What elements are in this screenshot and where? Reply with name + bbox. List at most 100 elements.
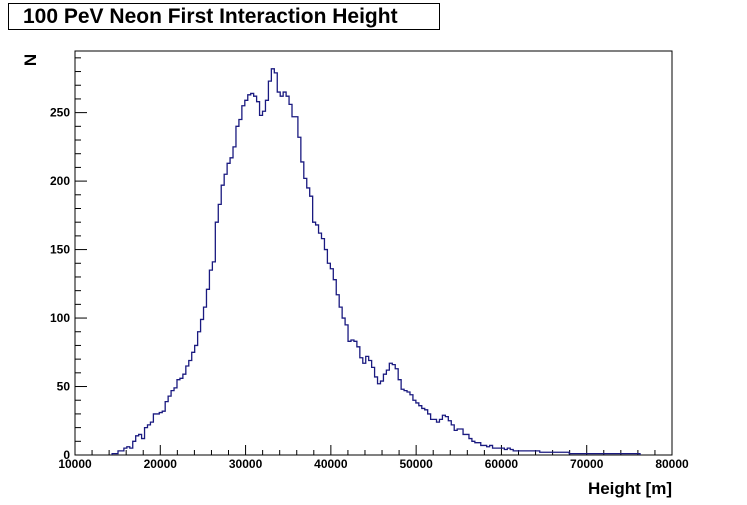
histogram-bin	[310, 196, 313, 455]
histogram-bin	[248, 95, 251, 455]
histogram-bin	[283, 92, 286, 455]
histogram-bin	[398, 380, 401, 455]
histogram-bin	[289, 104, 292, 455]
histogram-bin	[150, 422, 153, 455]
histogram-bin	[263, 111, 266, 455]
y-tick-label: 250	[50, 106, 70, 120]
histogram-bin	[475, 443, 478, 455]
histogram-bin	[307, 188, 310, 455]
histogram-bin	[195, 345, 198, 455]
histogram-bin	[366, 356, 369, 455]
histogram-bin	[395, 369, 398, 455]
histogram-bin	[348, 341, 351, 455]
histogram-bin	[227, 163, 230, 455]
x-tick-label: 50000	[399, 457, 433, 471]
histogram-bin	[177, 380, 180, 455]
histogram-bin	[375, 377, 378, 455]
axis-ticks: 10000 20000 30000 40000 50000 60000 70000 80000…	[50, 57, 689, 471]
histogram-bin	[380, 381, 383, 455]
histogram-bin	[369, 361, 372, 455]
x-tick-label: 40000	[314, 457, 348, 471]
histogram-bin	[268, 81, 271, 455]
histogram-bin	[339, 307, 342, 455]
y-tick-label: 0	[63, 448, 70, 462]
histogram-bin	[425, 410, 428, 455]
histogram-bin	[419, 406, 422, 455]
histogram-bin	[448, 421, 451, 455]
histogram-bin	[336, 295, 339, 455]
histogram-bin	[372, 367, 375, 455]
histogram-bin	[472, 441, 475, 455]
histogram-bin	[354, 341, 357, 455]
x-tick-label: 30000	[229, 457, 263, 471]
histogram-bin	[324, 250, 327, 455]
histogram-bin	[493, 448, 496, 455]
histogram-bin	[316, 225, 319, 455]
histogram-bin	[292, 117, 295, 455]
histogram-bin	[236, 126, 239, 455]
histogram-bin	[271, 69, 274, 455]
histogram-bin	[407, 392, 410, 455]
histogram-bin	[201, 319, 204, 455]
histogram-bin	[192, 352, 195, 455]
histogram-bin	[301, 162, 304, 455]
histogram-bin	[186, 366, 189, 455]
histogram-bin	[286, 96, 289, 455]
histogram-bin	[295, 117, 298, 455]
histogram-bin	[171, 391, 174, 455]
histogram-bin	[313, 222, 316, 455]
histogram-bin	[265, 100, 268, 455]
histogram-bin	[392, 365, 395, 455]
y-tick-label: 200	[50, 174, 70, 188]
histogram-bin	[206, 289, 209, 455]
histogram-bin	[437, 422, 440, 455]
histogram-bin	[239, 119, 242, 455]
histogram-bin	[327, 263, 330, 455]
histogram-bin	[386, 370, 389, 455]
histogram-bin	[383, 374, 386, 455]
histogram-bins	[112, 69, 640, 455]
histogram-bin	[280, 96, 283, 455]
x-tick-label: 80000	[655, 457, 689, 471]
histogram-bin	[404, 391, 407, 455]
histogram-bin	[130, 448, 133, 455]
histogram-bin	[254, 96, 257, 455]
histogram-bin	[180, 378, 183, 455]
histogram-bin	[360, 358, 363, 455]
x-tick-label: 70000	[570, 457, 604, 471]
y-tick-label: 50	[57, 380, 71, 394]
x-tick-label: 20000	[144, 457, 178, 471]
histogram-bin	[189, 361, 192, 455]
x-tick-label: 10000	[58, 457, 92, 471]
histogram-bin	[156, 414, 159, 455]
histogram-bin	[434, 419, 437, 455]
histogram-bin	[230, 158, 233, 455]
histogram-bin	[496, 448, 499, 455]
histogram-bin	[442, 415, 445, 455]
histogram-bin	[319, 233, 322, 455]
histogram-bin	[454, 430, 457, 455]
histogram-bin	[233, 147, 236, 455]
histogram-bin	[463, 434, 466, 455]
histogram-bin	[212, 262, 215, 455]
histogram-bin	[162, 411, 165, 455]
histogram-bin	[257, 102, 260, 455]
histogram-bin	[401, 389, 404, 455]
histogram-bin	[439, 419, 442, 455]
histogram-bin	[224, 174, 227, 455]
histogram-bin	[345, 325, 348, 455]
histogram-bin	[504, 450, 507, 455]
histogram-bin	[333, 280, 336, 455]
histogram-bin	[422, 408, 425, 455]
histogram-bin	[274, 73, 277, 455]
histogram-bin	[204, 307, 207, 455]
histogram-bin	[357, 347, 360, 455]
histogram-bin	[168, 396, 171, 455]
histogram-bin	[221, 185, 224, 455]
histogram-bin	[351, 340, 354, 455]
histogram-bin	[198, 332, 201, 455]
histogram-bin	[277, 92, 280, 455]
histogram-bin	[209, 270, 212, 455]
histogram-outline	[111, 68, 641, 455]
